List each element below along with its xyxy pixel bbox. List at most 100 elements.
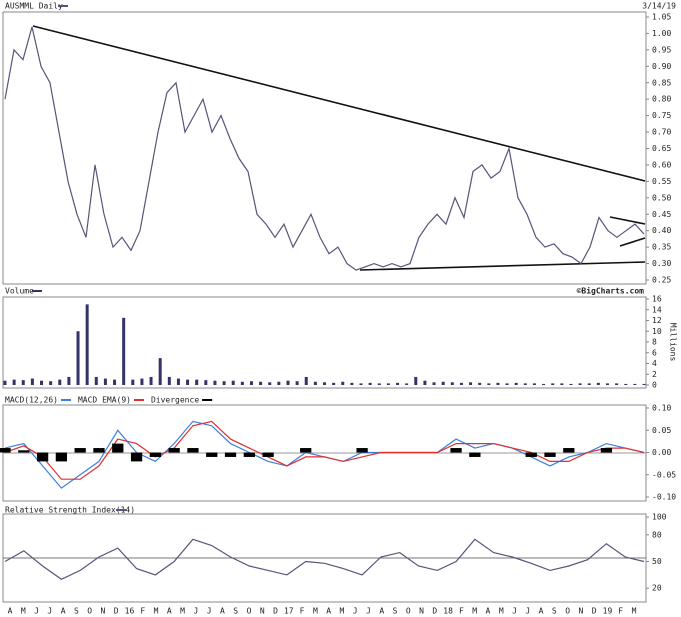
volume-bar bbox=[368, 382, 372, 385]
volume-bar bbox=[249, 381, 253, 385]
y-tick-label: 50 bbox=[652, 557, 662, 566]
x-tick-label: N bbox=[101, 607, 106, 616]
volume-bar bbox=[633, 383, 637, 385]
volume-bar bbox=[222, 381, 226, 385]
volume-bar bbox=[259, 381, 263, 385]
volume-bar bbox=[21, 380, 25, 385]
volume-bar bbox=[58, 379, 62, 385]
volume-bar bbox=[396, 382, 400, 385]
y-tick-label: 6 bbox=[652, 348, 657, 357]
x-tick-label: A bbox=[167, 607, 172, 616]
volume-bar bbox=[615, 383, 619, 385]
volume-bar bbox=[240, 381, 244, 385]
volume-bar bbox=[450, 382, 454, 385]
x-tick-label: A bbox=[8, 607, 13, 616]
divergence-bar bbox=[243, 452, 255, 457]
volume-bar bbox=[113, 379, 117, 385]
volume-bar bbox=[386, 383, 390, 385]
volume-bar bbox=[3, 380, 7, 385]
macd-line bbox=[4, 420, 645, 480]
volume-bar bbox=[304, 376, 308, 385]
x-tick-label: J bbox=[366, 607, 371, 616]
date: 3/14/19 bbox=[642, 2, 676, 11]
volume-bar bbox=[414, 376, 418, 385]
volume-bar bbox=[103, 378, 107, 385]
volume-bar bbox=[204, 380, 208, 385]
legend-label: MACD EMA(9) bbox=[78, 396, 131, 405]
x-tick-label: N bbox=[419, 607, 424, 616]
volume-bar bbox=[587, 383, 591, 385]
volume-bar bbox=[359, 383, 363, 385]
x-tick-label: O bbox=[247, 607, 252, 616]
volume-bar bbox=[596, 382, 600, 385]
volume-bar bbox=[30, 378, 34, 385]
volume-bar bbox=[459, 382, 463, 385]
x-tick-label: 16 bbox=[125, 607, 135, 616]
x-tick-label: M bbox=[632, 607, 637, 616]
y-tick-label: 0.75 bbox=[652, 111, 671, 120]
volume-bar bbox=[94, 376, 98, 385]
volume-bar bbox=[323, 382, 326, 385]
volume-bar bbox=[122, 317, 126, 385]
volume-bar bbox=[532, 383, 536, 385]
volume-bar bbox=[195, 379, 199, 385]
x-tick-label: F bbox=[618, 607, 623, 616]
x-tick-label: 19 bbox=[603, 607, 613, 616]
y-tick-label: 0.85 bbox=[652, 78, 671, 87]
y-tick-label: 1.05 bbox=[652, 13, 671, 22]
y-tick-label: 0.10 bbox=[652, 404, 671, 413]
y-tick-label: 0.60 bbox=[652, 160, 671, 169]
x-tick-label: A bbox=[61, 607, 66, 616]
volume-bar bbox=[478, 382, 482, 385]
volume-bar bbox=[313, 381, 317, 385]
x-tick-label: M bbox=[154, 607, 159, 616]
divergence-bar bbox=[93, 448, 105, 453]
x-tick-label: J bbox=[512, 607, 517, 616]
divergence-bar bbox=[262, 452, 274, 457]
divergence-bar bbox=[525, 452, 537, 457]
volume-bar bbox=[213, 380, 217, 385]
volume-bar bbox=[578, 383, 582, 385]
y-tick-label: 0.25 bbox=[652, 276, 671, 285]
volume-bar bbox=[505, 383, 509, 385]
y-tick-label: 0.90 bbox=[652, 62, 671, 71]
divergence-bar bbox=[112, 443, 124, 453]
x-tick-label: F bbox=[140, 607, 145, 616]
volume-bar bbox=[149, 376, 153, 385]
divergence-bar bbox=[18, 450, 30, 453]
volume-bar bbox=[441, 381, 445, 385]
divergence-bar bbox=[563, 448, 575, 453]
volume-bar bbox=[523, 383, 527, 385]
y-tick-label: 0.40 bbox=[652, 226, 671, 235]
volume-bar bbox=[514, 382, 518, 385]
y-tick-label: 10 bbox=[652, 327, 662, 336]
x-tick-label: O bbox=[565, 607, 570, 616]
volume-bar bbox=[432, 382, 436, 385]
y-tick-label: 0.70 bbox=[652, 128, 671, 137]
x-tick-label: 18 bbox=[443, 607, 453, 616]
y-tick-label: -0.10 bbox=[652, 493, 676, 502]
volume-bar bbox=[350, 382, 354, 385]
y-tick-label: 0.35 bbox=[652, 243, 671, 252]
x-tick-label: A bbox=[326, 607, 331, 616]
price-frame bbox=[2, 11, 647, 285]
y-tick-label: 1.00 bbox=[652, 29, 671, 38]
x-tick-label: J bbox=[34, 607, 39, 616]
volume-bar bbox=[176, 378, 180, 385]
x-tick-label: S bbox=[74, 607, 79, 616]
x-tick-label: A bbox=[379, 607, 384, 616]
volume-bar bbox=[469, 382, 473, 385]
y-tick-label: 20 bbox=[652, 584, 662, 593]
volume-bar bbox=[551, 383, 555, 385]
x-tick-label: A bbox=[486, 607, 491, 616]
volume-bar bbox=[231, 380, 235, 385]
price-line bbox=[4, 26, 645, 271]
y-tick-label: 4 bbox=[652, 359, 657, 368]
x-tick-label: S bbox=[233, 607, 238, 616]
y-tick-label: 0.95 bbox=[652, 45, 671, 54]
divergence-bar bbox=[55, 452, 68, 462]
y-tick-label: 0.00 bbox=[652, 448, 671, 457]
volume-bar bbox=[67, 376, 71, 385]
volume-bar bbox=[186, 379, 190, 385]
x-tick-label: D bbox=[273, 607, 278, 616]
